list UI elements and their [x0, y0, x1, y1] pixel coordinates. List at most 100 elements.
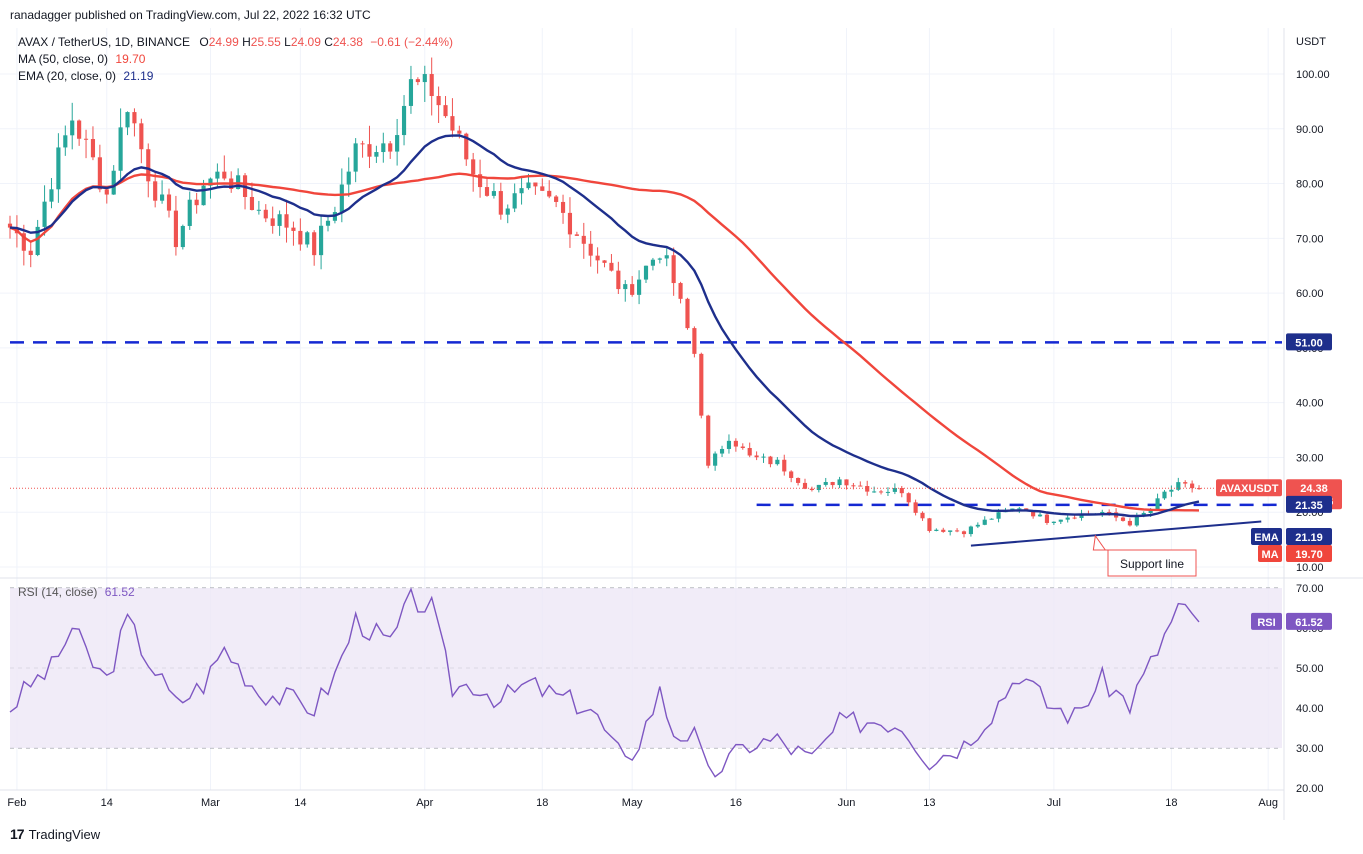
- candle-body: [616, 270, 621, 290]
- ema-badge-label-bg: [1251, 528, 1282, 545]
- candle-body: [789, 471, 794, 478]
- candle-body: [7, 223, 13, 228]
- level-badge: 51.00: [1295, 337, 1323, 349]
- candle-body: [602, 260, 607, 263]
- candle-body: [249, 196, 255, 210]
- rsi-legend[interactable]: RSI (14, close) 61.52: [18, 585, 135, 599]
- candle-body: [160, 194, 165, 201]
- candle-body: [381, 143, 386, 153]
- candle-body: [858, 485, 863, 487]
- candle-body: [201, 185, 206, 206]
- support-line[interactable]: [970, 520, 1262, 547]
- candle-body: [581, 235, 586, 244]
- candle-body: [1058, 519, 1063, 522]
- candle-body: [878, 491, 884, 493]
- candle-body: [353, 143, 358, 172]
- candle-body: [685, 298, 690, 329]
- candle-body: [1183, 482, 1188, 484]
- rsi-tick-label: 40.00: [1296, 703, 1324, 715]
- symbol-legend[interactable]: AVAX / TetherUS, 1D, BINANCE O24.99 H25.…: [18, 35, 453, 49]
- candle-body: [1017, 508, 1022, 510]
- candle-body: [146, 149, 151, 182]
- last-price-badge: 24.38: [1300, 483, 1328, 495]
- ema-legend-label: EMA (20, close, 0): [18, 69, 117, 83]
- level-badge: 21.35: [1295, 500, 1323, 512]
- ema-line: [9, 134, 1200, 518]
- rsi-badge-value-bg: [1286, 612, 1332, 630]
- candle-body: [948, 530, 953, 532]
- ema-badge-value-bg: [1286, 528, 1332, 545]
- candle-body: [802, 482, 808, 489]
- level-badge-bg: [1286, 495, 1332, 513]
- candle-body: [968, 526, 973, 535]
- callout-box: [1092, 534, 1197, 577]
- callout-text: Support line: [1120, 557, 1184, 571]
- price-tick-label: 60.00: [1296, 288, 1324, 300]
- candle-body: [609, 262, 614, 271]
- candle-body: [927, 518, 932, 531]
- candle-body: [512, 193, 517, 209]
- candle-body: [692, 328, 697, 354]
- candle-body: [740, 446, 745, 449]
- candle-body: [775, 459, 780, 465]
- candle-body: [70, 120, 75, 136]
- candle-body: [395, 135, 400, 152]
- ema-badge-value: 21.19: [1295, 532, 1323, 544]
- low-value: 24.09: [290, 35, 321, 49]
- time-tick-label: Apr: [416, 797, 433, 809]
- candle-body: [699, 353, 704, 416]
- candle-body: [77, 120, 82, 139]
- ma-legend[interactable]: MA (50, close, 0) 19.70: [18, 52, 145, 66]
- candle-body: [1107, 511, 1112, 513]
- ma-badge-label-bg: [1258, 545, 1282, 562]
- support-line-annotation[interactable]: Support line: [1092, 534, 1197, 577]
- candle-body: [277, 214, 282, 226]
- price-tick-label: 10.00: [1296, 562, 1324, 574]
- level-badge-bg: [1286, 333, 1332, 351]
- tradingview-logo-icon: 17: [10, 826, 25, 842]
- candle-body: [35, 226, 40, 256]
- tradingview-logo-text: TradingView: [28, 826, 101, 842]
- ma-line: [9, 172, 1200, 512]
- ema-legend[interactable]: EMA (20, close, 0) 21.19: [18, 69, 153, 83]
- rsi-tick-label: 30.00: [1296, 743, 1324, 755]
- time-axis[interactable]: Feb 14 Mar 14 Apr 18 May 16 Jun 13 Jul 18 Aug: [7, 797, 1278, 809]
- tradingview-logo[interactable]: 17 TradingView: [10, 826, 100, 842]
- candle-body: [401, 105, 407, 136]
- candle-body: [796, 477, 801, 483]
- candle-body: [657, 258, 662, 260]
- candle-body: [830, 482, 835, 486]
- candle-body: [1031, 511, 1036, 517]
- candle-body: [471, 159, 476, 175]
- close-label: C: [324, 35, 333, 49]
- candle-body: [118, 127, 123, 171]
- candle-body: [422, 74, 427, 83]
- candle-body: [650, 259, 655, 266]
- candle-body: [319, 225, 324, 256]
- change-value: −0.61 (−2.44%): [370, 35, 454, 49]
- candle-body: [519, 188, 524, 194]
- candle-body: [1079, 513, 1084, 518]
- symbol-title: AVAX / TetherUS, 1D, BINANCE: [18, 35, 191, 49]
- candle-body: [208, 178, 213, 186]
- candle-body: [484, 187, 490, 196]
- candle-body: [28, 250, 33, 256]
- close-value: 24.38: [332, 35, 363, 49]
- candle-body: [498, 191, 503, 215]
- candle-body: [63, 135, 68, 148]
- candle-body: [491, 191, 496, 196]
- candle-body: [42, 201, 47, 227]
- candle-body: [1162, 491, 1167, 499]
- candle-body: [408, 79, 414, 106]
- candle-body: [1134, 516, 1139, 526]
- candle-body: [429, 74, 434, 97]
- candle-body: [913, 502, 918, 513]
- candle-body: [1100, 511, 1105, 514]
- candle-body: [1127, 520, 1132, 526]
- candle-body: [104, 189, 109, 195]
- candle-body: [664, 255, 669, 259]
- price-tick-label: 90.00: [1296, 124, 1324, 136]
- rsi-tick-label: 20.00: [1296, 783, 1324, 795]
- candle-body: [747, 448, 752, 456]
